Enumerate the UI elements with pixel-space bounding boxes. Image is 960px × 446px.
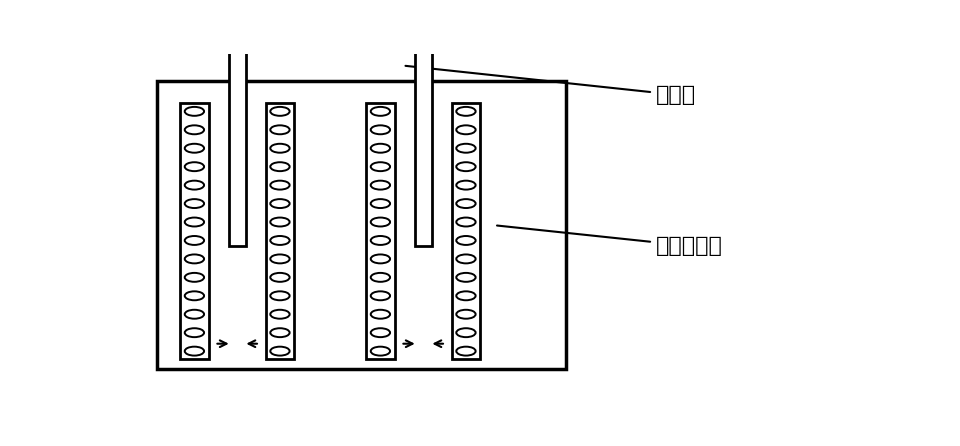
Circle shape xyxy=(184,144,204,153)
Circle shape xyxy=(184,328,204,337)
Circle shape xyxy=(371,107,390,116)
Circle shape xyxy=(271,107,290,116)
Circle shape xyxy=(184,310,204,319)
Circle shape xyxy=(371,144,390,153)
Circle shape xyxy=(456,328,475,337)
Circle shape xyxy=(184,125,204,134)
Circle shape xyxy=(456,273,475,282)
Circle shape xyxy=(456,236,475,245)
Circle shape xyxy=(271,162,290,171)
Circle shape xyxy=(271,236,290,245)
Bar xyxy=(180,103,208,359)
Circle shape xyxy=(271,218,290,227)
Circle shape xyxy=(271,181,290,190)
Circle shape xyxy=(371,328,390,337)
Bar xyxy=(367,103,395,359)
Circle shape xyxy=(271,199,290,208)
Circle shape xyxy=(371,273,390,282)
Circle shape xyxy=(371,254,390,264)
Circle shape xyxy=(371,199,390,208)
Bar xyxy=(229,47,246,246)
Circle shape xyxy=(456,144,475,153)
Circle shape xyxy=(271,125,290,134)
Circle shape xyxy=(184,107,204,116)
Circle shape xyxy=(371,347,390,355)
Circle shape xyxy=(271,347,290,355)
Circle shape xyxy=(184,273,204,282)
Circle shape xyxy=(184,181,204,190)
Circle shape xyxy=(456,181,475,190)
Bar xyxy=(452,103,480,359)
Circle shape xyxy=(456,347,475,355)
Circle shape xyxy=(371,218,390,227)
Circle shape xyxy=(456,218,475,227)
Circle shape xyxy=(271,144,290,153)
Circle shape xyxy=(271,310,290,319)
Circle shape xyxy=(456,199,475,208)
Circle shape xyxy=(271,291,290,300)
Circle shape xyxy=(371,181,390,190)
Text: 氮气鼓泡管: 氮气鼓泡管 xyxy=(497,226,723,256)
Circle shape xyxy=(456,125,475,134)
Circle shape xyxy=(184,347,204,355)
Circle shape xyxy=(456,310,475,319)
Circle shape xyxy=(456,254,475,264)
Bar xyxy=(416,47,432,246)
Circle shape xyxy=(184,162,204,171)
Circle shape xyxy=(184,199,204,208)
Circle shape xyxy=(371,162,390,171)
Circle shape xyxy=(271,328,290,337)
Circle shape xyxy=(371,310,390,319)
Circle shape xyxy=(456,107,475,116)
Circle shape xyxy=(371,125,390,134)
Circle shape xyxy=(456,162,475,171)
Circle shape xyxy=(371,291,390,300)
Bar xyxy=(266,103,294,359)
Circle shape xyxy=(456,291,475,300)
Circle shape xyxy=(184,291,204,300)
Text: 补液管: 补液管 xyxy=(405,66,696,105)
Circle shape xyxy=(271,273,290,282)
Circle shape xyxy=(184,254,204,264)
Circle shape xyxy=(184,236,204,245)
Circle shape xyxy=(371,236,390,245)
Circle shape xyxy=(184,218,204,227)
Bar xyxy=(157,81,566,369)
Circle shape xyxy=(271,254,290,264)
